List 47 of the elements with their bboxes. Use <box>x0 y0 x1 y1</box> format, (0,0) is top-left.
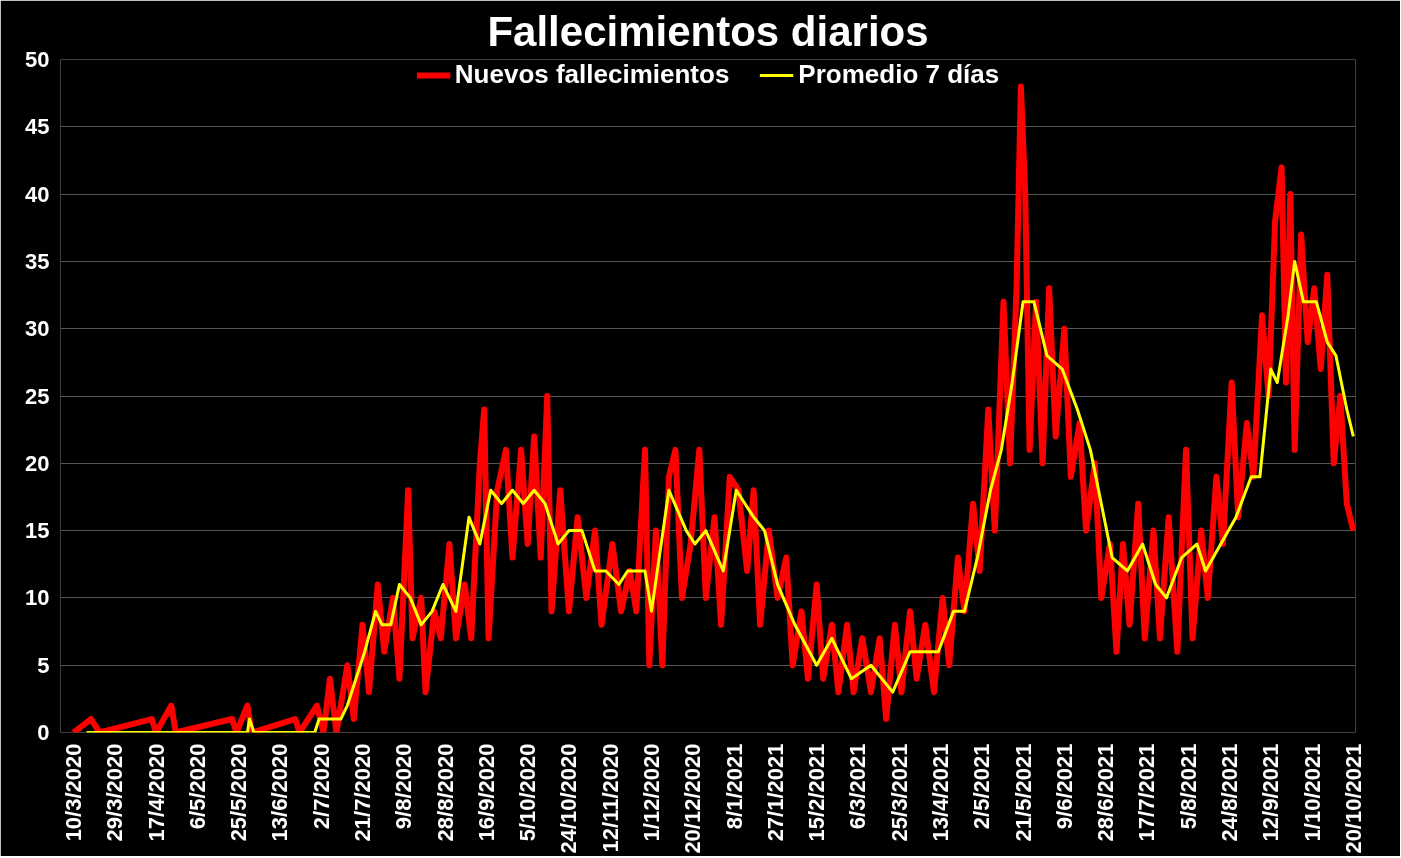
x-tick-label: 8/1/2021 <box>721 743 747 830</box>
x-tick-label: 10/3/2020 <box>61 743 87 842</box>
x-tick-label: 1/10/2021 <box>1299 743 1325 842</box>
x-tick-label: 25/3/2021 <box>886 743 912 842</box>
line-series <box>85 259 1355 733</box>
x-tick-label: 6/3/2021 <box>845 743 871 830</box>
x-tick-label: 5/8/2021 <box>1175 743 1201 830</box>
x-tick-label: 13/6/2020 <box>267 743 293 842</box>
x-tick-label: 13/4/2021 <box>927 743 953 842</box>
y-tick-label: 45 <box>25 114 50 140</box>
x-tick-label: 21/5/2021 <box>1010 743 1036 842</box>
y-tick-label: 10 <box>25 585 50 611</box>
x-tick-label: 1/12/2020 <box>639 743 665 842</box>
x-tick-label: 27/1/2021 <box>762 743 788 842</box>
x-tick-label: 17/7/2021 <box>1134 743 1160 842</box>
x-tick-label: 20/12/2020 <box>680 743 706 854</box>
x-tick-label: 9/8/2020 <box>391 743 417 830</box>
x-tick-label: 20/10/2021 <box>1340 743 1366 854</box>
y-tick-label: 30 <box>25 316 50 342</box>
y-tick-label: 0 <box>37 720 50 745</box>
x-tick-label: 29/3/2020 <box>102 743 128 842</box>
x-tick-label: 24/10/2020 <box>556 743 582 854</box>
x-tick-label: 6/5/2020 <box>184 743 210 830</box>
y-tick-label: 15 <box>25 518 50 544</box>
y-tick-label: 25 <box>25 383 50 409</box>
x-tick-label: 28/6/2021 <box>1093 743 1119 842</box>
x-tick-label: 21/7/2020 <box>350 743 376 842</box>
x-tick-label: 28/8/2020 <box>432 743 458 842</box>
chart-title: Fallecimientos diarios <box>487 7 929 55</box>
x-tick-label: 9/6/2021 <box>1051 743 1077 830</box>
x-tick-label: 17/4/2020 <box>143 743 169 842</box>
y-tick-label: 40 <box>25 181 50 207</box>
y-tick-label: 35 <box>25 248 50 274</box>
x-tick-label: 12/9/2021 <box>1258 743 1284 842</box>
legend-label: Nuevos fallecimientos <box>454 59 730 90</box>
x-tick-label: 15/2/2021 <box>804 743 830 842</box>
x-tick-label: 12/11/2020 <box>597 743 623 853</box>
x-tick-label: 2/5/2021 <box>969 743 995 830</box>
y-tick-label: 20 <box>25 450 50 476</box>
x-tick-label: 2/7/2020 <box>308 743 334 830</box>
x-tick-label: 25/5/2020 <box>226 743 252 842</box>
x-tick-label: 5/10/2020 <box>515 743 541 842</box>
y-tick-label: 50 <box>25 47 50 72</box>
x-tick-label: 16/9/2020 <box>473 743 499 842</box>
legend-label: Promedio 7 días <box>798 59 1000 90</box>
x-tick-label: 24/8/2021 <box>1216 743 1242 842</box>
y-tick-label: 5 <box>37 652 50 678</box>
